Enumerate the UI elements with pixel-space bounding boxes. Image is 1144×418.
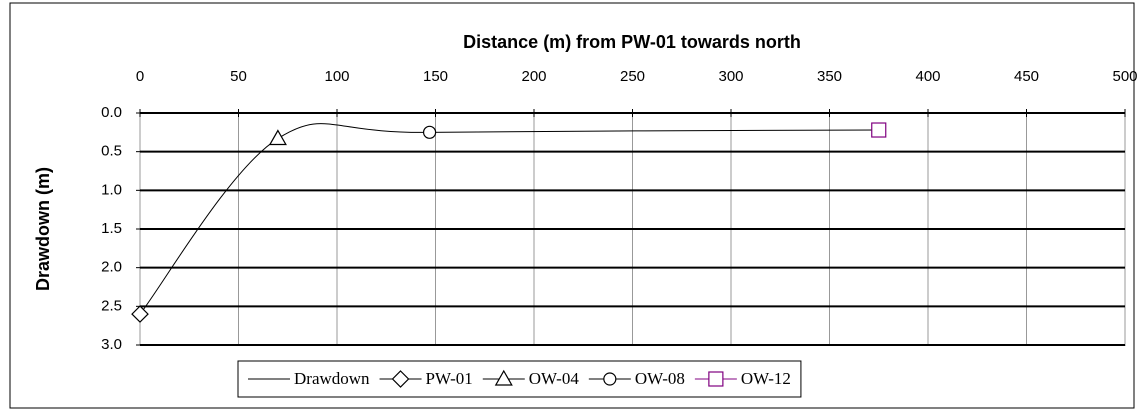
y-tick-label: 0.5: [101, 143, 122, 160]
x-tick-label: 250: [620, 68, 645, 85]
legend-label: OW-12: [741, 369, 791, 388]
x-tick-label: 50: [230, 68, 247, 85]
legend-label: PW-01: [426, 369, 473, 388]
marker: [603, 372, 617, 386]
x-tick-label: 200: [521, 68, 546, 85]
y-axis-label: Drawdown (m): [33, 167, 53, 291]
y-tick-label: 2.0: [101, 259, 122, 276]
x-tick-label: 500: [1112, 68, 1137, 85]
x-tick-label: 0: [136, 68, 144, 85]
y-tick-label: 1.5: [101, 220, 122, 237]
y-tick-label: 2.5: [101, 297, 122, 314]
marker: [391, 370, 410, 388]
x-tick-label: 150: [423, 68, 448, 85]
legend: Drawdown PW-01 OW-04 OW-08 OW-12: [237, 360, 802, 398]
legend-label: OW-08: [635, 369, 685, 388]
x-tick-label: 300: [718, 68, 743, 85]
y-tick-label: 1.0: [101, 181, 122, 198]
y-tick-label: 3.0: [101, 336, 122, 353]
marker: [708, 371, 724, 387]
chart-title: Distance (m) from PW-01 towards north: [463, 32, 801, 52]
marker: [871, 122, 887, 138]
legend-label: OW-04: [529, 369, 580, 388]
marker: [268, 129, 287, 146]
marker: [494, 369, 513, 386]
line: [139, 123, 879, 315]
x-tick-label: 350: [817, 68, 842, 85]
y-tick-label: 0.0: [101, 104, 122, 121]
x-tick-label: 400: [915, 68, 940, 85]
marker: [422, 125, 437, 139]
legend-label: Drawdown: [294, 369, 370, 388]
marker: [131, 305, 149, 323]
x-tick-label: 100: [324, 68, 349, 85]
x-tick-label: 450: [1014, 68, 1039, 85]
